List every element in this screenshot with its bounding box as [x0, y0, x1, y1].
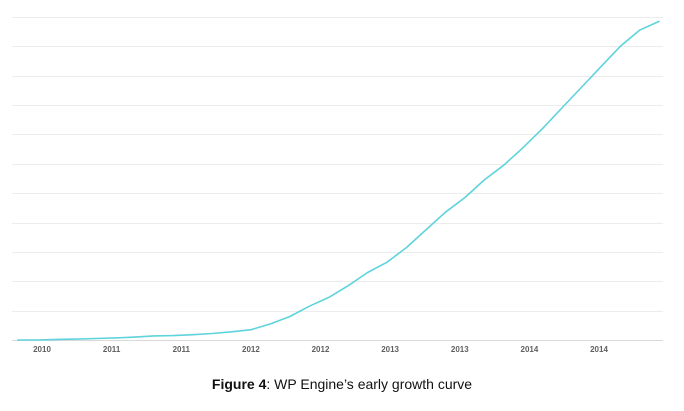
- x-tick-label: 2012: [312, 345, 330, 354]
- x-tick-label: 2011: [173, 345, 191, 354]
- growth-line-chart: 2010 2011 2011 2012 2012 2013 2013 2014 2014: [12, 17, 663, 354]
- caption-text: : WP Engine’s early growth curve: [266, 376, 473, 392]
- gridlines: [12, 17, 663, 341]
- x-tick-label: 2012: [242, 345, 260, 354]
- figure-caption: Figure 4: WP Engine’s early growth curve: [0, 376, 684, 392]
- series-layer: [17, 20, 660, 341]
- x-tick-label: 2013: [451, 345, 469, 354]
- x-tick-label: 2014: [521, 345, 539, 354]
- x-tick-label: 2010: [33, 345, 51, 354]
- x-tick-label: 2014: [590, 345, 608, 354]
- caption-lead: Figure 4: [211, 376, 267, 392]
- x-tick-label: 2011: [103, 345, 121, 354]
- series-line-0: [17, 20, 660, 341]
- x-axis-ticks: 2010 2011 2011 2012 2012 2013 2013 2014 2014: [33, 345, 608, 354]
- x-tick-label: 2013: [381, 345, 399, 354]
